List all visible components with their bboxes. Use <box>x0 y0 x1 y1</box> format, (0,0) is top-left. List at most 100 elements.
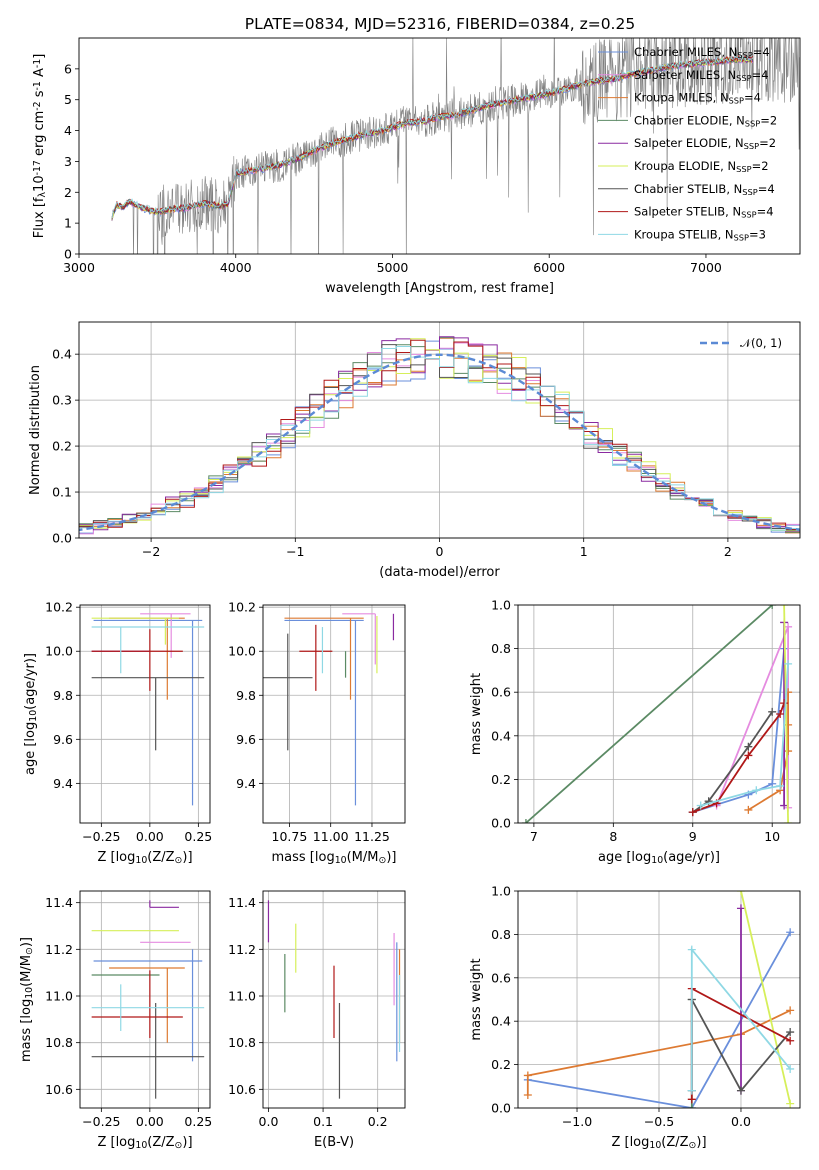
weight-marker <box>768 779 777 788</box>
y-tick-label: 4 <box>64 123 72 138</box>
text-run: Chabrier MILES, N <box>634 45 737 59</box>
plot-area <box>263 613 395 806</box>
x-tick-label: 8 <box>609 829 617 844</box>
text-run: Salpeter ELODIE, N <box>634 136 744 150</box>
y-tick-label: 5 <box>64 92 72 107</box>
subscript: ⊙ <box>175 1140 183 1151</box>
text-run: =3 <box>749 227 766 241</box>
legend-label: Chabrier ELODIE, NSSP=2 <box>634 113 777 128</box>
x-axis-label: wavelength [Angstrom, rest frame] <box>325 281 554 296</box>
subscript: ⊙ <box>378 855 386 866</box>
x-tick-label: 11.25 <box>354 829 390 844</box>
text-run: =4 <box>744 91 761 105</box>
weight-marker <box>776 710 785 718</box>
subscript: SSP <box>729 95 744 105</box>
x-axis-label: (data-model)/error <box>379 565 500 580</box>
text-run: wavelength [Angstrom, rest frame] <box>325 281 554 296</box>
y-axis-label: Normed distribution <box>28 365 43 495</box>
text-run: (M/M <box>347 850 379 865</box>
x-tick-label: 0.25 <box>184 1114 212 1129</box>
x-tick-label: 6000 <box>533 260 565 275</box>
text-run: (Z/Z <box>147 1135 174 1150</box>
x-tick-label: 10 <box>764 829 780 844</box>
text-run: ] <box>32 54 47 59</box>
text-run: )] <box>386 850 396 865</box>
text-run: Kroupa MILES, N <box>634 91 729 105</box>
weight-line <box>527 931 791 1108</box>
weight-marker <box>688 808 697 817</box>
y-tick-label: 3 <box>64 154 72 169</box>
legend: 𝒩(0, 1) <box>700 336 782 350</box>
weight-line <box>783 605 789 823</box>
weight-marker <box>687 1095 696 1104</box>
legend-label: Salpeter ELODIE, NSSP=2 <box>634 136 776 151</box>
y-tick-label: 11.4 <box>228 895 256 910</box>
x-tick-label: 0.1 <box>313 1114 333 1129</box>
panel-mass-vs-EBV: 0.0 0.1 0.2 10.6 10.8 11.0 11.2 11.4 E(B-V) <box>228 890 406 1150</box>
x-tick-label: 10.75 <box>272 829 308 844</box>
panel-spectrum: 3000 4000 5000 6000 7000 0 1 2 3 4 5 6 wavelength [A… <box>32 37 801 296</box>
subscript: ⊙ <box>689 1140 697 1151</box>
panel-age-vs-Z: −0.25 0.00 0.259.49.69.810.010.2Z [log10(Z… <box>23 600 212 866</box>
y-tick-label: 11.2 <box>45 942 73 957</box>
superscript: -1 <box>32 81 43 90</box>
x-tick-label: −0.5 <box>644 1114 674 1129</box>
text-run: erg cm <box>32 111 47 160</box>
errorbar-chabrier-miles <box>284 619 364 806</box>
weight-marker <box>784 659 793 668</box>
text-run: =4 <box>752 68 769 82</box>
x-tick-label: 3000 <box>63 260 95 275</box>
y-tick-label: 9.8 <box>236 688 256 703</box>
weight-marker <box>784 819 793 823</box>
y-tick-label: 0.3 <box>52 393 72 408</box>
text-run: (data-model)/error <box>379 565 500 580</box>
y-axis-label: Flux [fλ10-17 erg cm-2 s-1 A-1] <box>32 54 48 239</box>
weight-marker <box>786 1064 795 1073</box>
x-tick-label: 0.2 <box>368 1114 388 1129</box>
subscript: SSP <box>737 50 752 60</box>
axes-frame <box>79 890 211 1109</box>
y-tick-label: 0.0 <box>491 1101 511 1116</box>
legend-label: Kroupa MILES, NSSP=4 <box>634 91 761 106</box>
histogram-kroupa-stelib <box>79 346 800 535</box>
subscript: SSP <box>734 232 749 242</box>
y-axis-label: mass weight <box>469 958 484 1040</box>
weight-line <box>525 605 773 823</box>
weight-marker <box>736 891 745 895</box>
y-axis-label: mass weight <box>469 673 484 755</box>
plot-area <box>91 613 205 806</box>
text-run: Kroupa STELIB, N <box>634 227 734 241</box>
weight-marker <box>780 605 789 609</box>
text-run: Salpeter STELIB, N <box>634 205 741 219</box>
y-tick-label: 0.6 <box>491 970 511 985</box>
text-run: (age/yr)] <box>23 653 38 710</box>
text-run: Z [log <box>97 1135 135 1150</box>
errorbar-chabrier-stelib <box>263 633 313 751</box>
subscript: SSP <box>744 141 759 151</box>
y-tick-label: 11.4 <box>45 895 73 910</box>
plot-area <box>267 900 401 1099</box>
errorbar-salpeter-stelib <box>299 624 333 691</box>
subscript: 10 <box>28 710 39 722</box>
y-tick-label: 0 <box>64 247 72 262</box>
weight-marker <box>752 786 761 795</box>
text-run: =4 <box>757 205 774 219</box>
text-run: E(B-V) <box>314 1135 354 1150</box>
text-run: Normed distribution <box>28 365 43 495</box>
weight-line-kroupa-stelib <box>696 659 793 810</box>
subscript: 10 <box>649 1140 661 1151</box>
text-run: s <box>32 90 47 101</box>
x-tick-label: 0 <box>436 544 444 559</box>
text-run: mass [log <box>272 850 335 865</box>
text-run: age [log <box>598 850 651 865</box>
weight-line <box>526 1009 791 1095</box>
axes-frame <box>78 37 801 255</box>
axes-frame <box>262 604 406 824</box>
y-tick-label: 9.6 <box>236 732 256 747</box>
text-run: Chabrier STELIB, N <box>634 182 742 196</box>
y-tick-label: 11.0 <box>45 989 73 1004</box>
x-tick-label: −0.25 <box>82 829 120 844</box>
y-tick-label: 0.2 <box>491 1057 511 1072</box>
